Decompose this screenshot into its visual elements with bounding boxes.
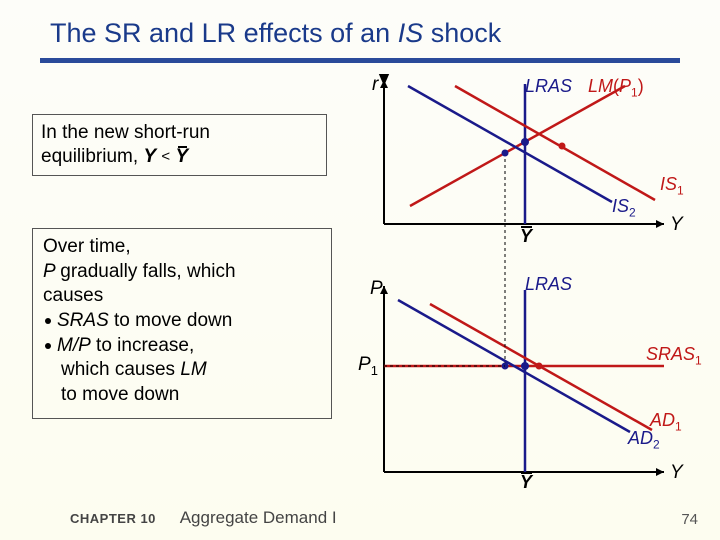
tb2-l6-txt: which causes	[61, 359, 180, 380]
tb2-l6: which causes LM	[43, 358, 321, 383]
tb2-b1-rest: to move down	[109, 310, 233, 331]
top-is2-label: IS2	[612, 196, 636, 220]
tb2-b2-rest: to increase,	[91, 335, 195, 356]
slide-title: The SR and LR effects of an IS shock	[50, 18, 501, 49]
top-y-axis-label: r	[372, 74, 378, 96]
tb1-cond-y: Y	[143, 146, 156, 167]
bot-y-axis-label: P	[370, 278, 383, 300]
page-number: 74	[681, 511, 698, 528]
tb2-l1: Over time,	[43, 235, 321, 260]
top-ybar-label: Y	[520, 226, 532, 247]
tb2-l6-it: LM	[180, 359, 206, 380]
bot-ybar-label: Y	[520, 472, 532, 493]
title-italic: IS	[398, 18, 424, 48]
tb2-bullet1: SRAS to move down	[43, 309, 321, 334]
tb2-b2-it: M/P	[57, 335, 91, 356]
tb2-l2-it: P	[43, 261, 60, 282]
top-lm-label: LM(P1)	[588, 76, 644, 100]
title-underline	[40, 58, 680, 63]
bot-x-axis-label: Y	[670, 462, 683, 484]
tb2-b1-it: SRAS	[57, 310, 109, 331]
tb2-bullet2: M/P to increase,	[43, 334, 321, 359]
p1-label: P1	[358, 354, 378, 378]
tb2-l3: causes	[43, 284, 321, 309]
top-x-axis-label: Y	[670, 214, 683, 236]
bullet-icon	[45, 343, 51, 349]
bot-ad2-label: AD2	[628, 428, 660, 452]
graph-area: r LRAS LM(P1) IS1 IS2 Y Y P LRAS P1 SRAS…	[350, 74, 710, 484]
bot-sras1-label: SRAS1	[646, 344, 702, 368]
tb2-l2: P gradually falls, which	[43, 260, 321, 285]
title-part-1: The SR and LR effects of an	[50, 18, 398, 48]
textbox-over-time: Over time, P gradually falls, which caus…	[32, 228, 332, 419]
tb1-cond-ybar: Y	[175, 145, 188, 169]
textbox-short-run-eq: In the new short-run equilibrium, Y < Y	[32, 114, 327, 176]
tb2-l7: to move down	[43, 383, 321, 408]
bullet-icon	[45, 318, 51, 324]
chapter-label: CHAPTER 10	[70, 511, 156, 526]
title-part-3: shock	[423, 18, 501, 48]
tb1-line1: In the new short-run	[41, 122, 210, 143]
tb1-cond-op: <	[161, 148, 170, 165]
top-lras-label: LRAS	[525, 76, 572, 97]
footer-subtitle: Aggregate Demand I	[180, 508, 337, 527]
tb1-line2-prefix: equilibrium,	[41, 146, 143, 167]
top-is1-label: IS1	[660, 174, 684, 198]
footer: CHAPTER 10 Aggregate Demand I	[70, 508, 337, 528]
bot-lras-label: LRAS	[525, 274, 572, 295]
tb2-l2-rest: gradually falls, which	[60, 261, 235, 282]
